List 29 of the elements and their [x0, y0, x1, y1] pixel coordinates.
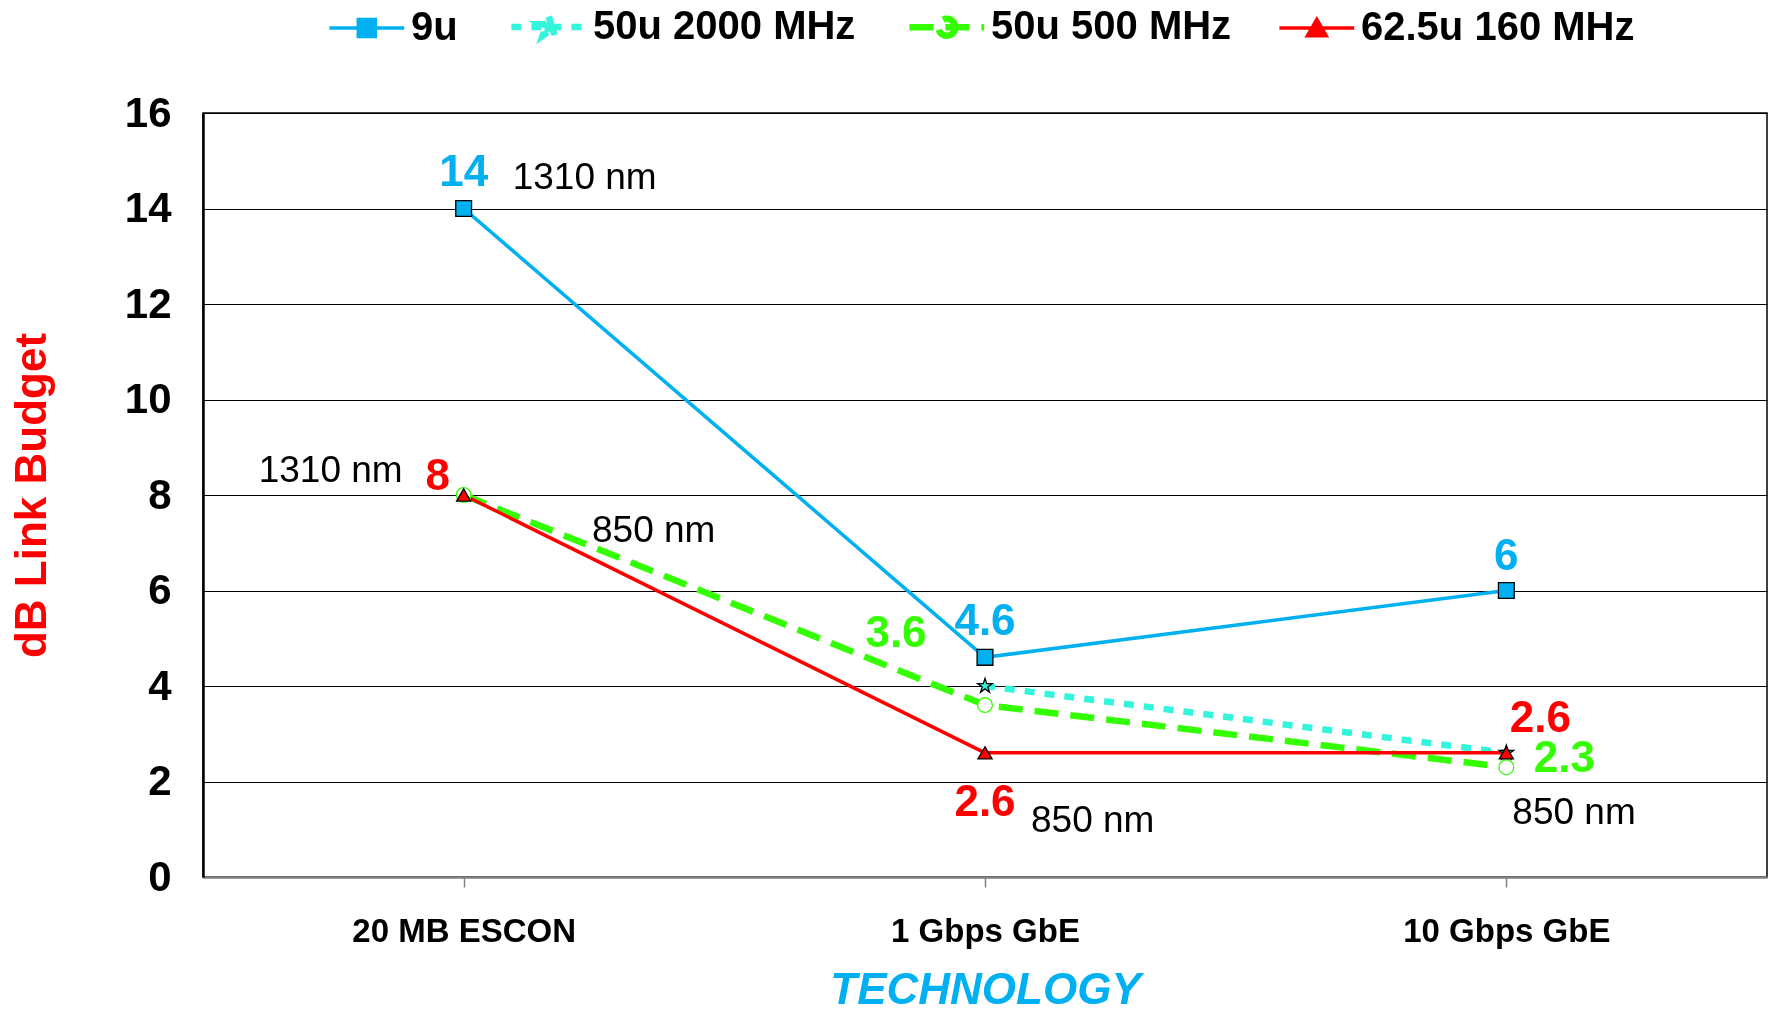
y-tick-label: 14	[124, 184, 173, 231]
data-label: 8	[425, 450, 450, 499]
data-label: 6	[1494, 529, 1519, 579]
annotation: 850 nm	[1512, 791, 1636, 833]
legend-label: 9u	[411, 4, 458, 48]
annotation: 850 nm	[1031, 798, 1155, 840]
y-axis-title: dB Link Budget	[5, 332, 55, 659]
y-tick-label: 12	[124, 279, 172, 327]
y-tick-label: 8	[148, 470, 172, 518]
legend-label: 50u 2000 MHz	[593, 3, 856, 48]
annotation: 1310 nm	[512, 155, 657, 197]
data-label: 2.6	[954, 775, 1016, 825]
y-tick-label: 0	[148, 852, 172, 900]
y-tick-label: 6	[148, 566, 172, 613]
y-tick-label: 10	[124, 375, 172, 422]
x-tick-label: 1 Gbps GbE	[891, 911, 1080, 949]
annotation: 1310 nm	[258, 449, 403, 490]
y-tick-label: 4	[148, 661, 173, 709]
x-tick-label: 10 Gbps GbE	[1403, 911, 1611, 949]
x-tick-label: 20 MB ESCON	[352, 911, 577, 949]
data-label: 14	[439, 145, 489, 195]
legend-label: 50u 500 MHz	[991, 3, 1232, 48]
data-label: 4.6	[954, 595, 1016, 645]
y-tick-label: 16	[124, 88, 172, 136]
y-tick-label: 2	[148, 757, 172, 804]
x-axis-title: TECHNOLOGY	[830, 963, 1145, 1013]
annotation: 850 nm	[592, 509, 716, 550]
data-label: 3.6	[865, 607, 927, 657]
legend-label: 62.5u 160 MHz	[1361, 4, 1635, 48]
